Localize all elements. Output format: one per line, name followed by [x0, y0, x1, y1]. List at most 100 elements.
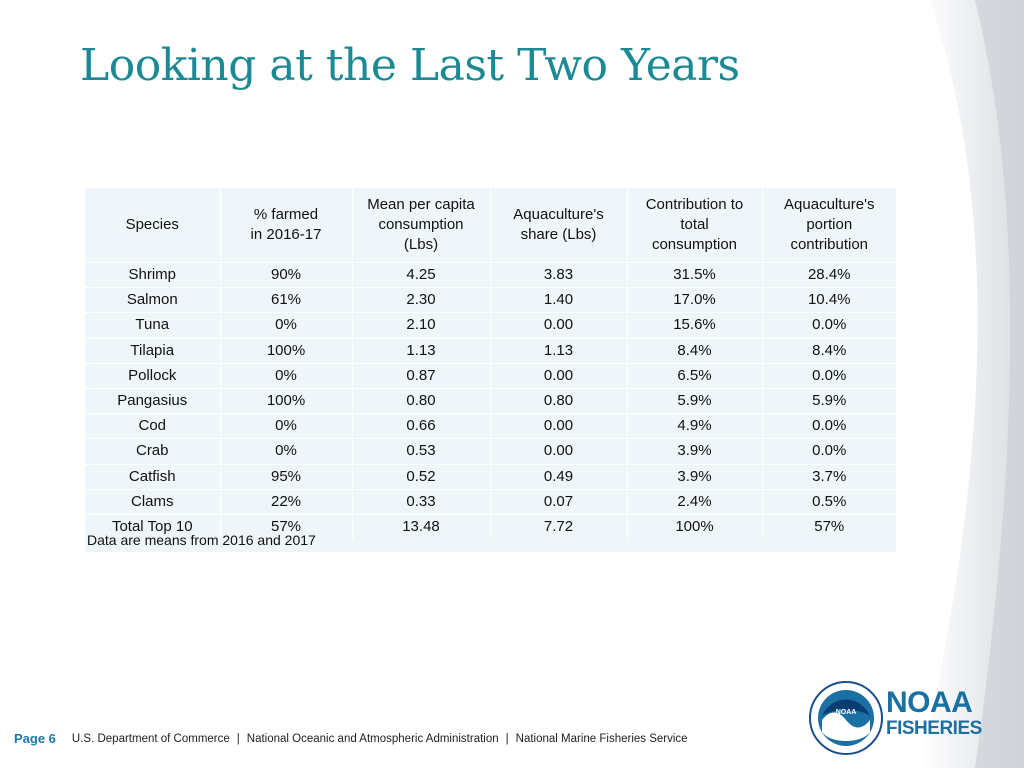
- cell-contribution: 17.0%: [627, 287, 763, 313]
- consumption-table: Species % farmed in 2016-17 Mean per capi…: [85, 188, 896, 540]
- cell-aquaculture-portion: 0.0%: [762, 362, 896, 389]
- cell-contribution: 31.5%: [627, 261, 763, 288]
- footer: Page 6 U.S. Department of Commerce | Nat…: [14, 731, 688, 746]
- brand-fisheries: FISHERIES: [886, 718, 982, 739]
- table-row: Pangasius 100% 0.80 0.80 5.9% 5.9%: [85, 387, 896, 414]
- cell-contribution: 3.9%: [627, 438, 763, 464]
- brand-noaa: NOAA: [886, 686, 973, 719]
- cell-species: Catfish: [85, 463, 221, 490]
- cell-aquaculture-share: 7.72: [490, 513, 628, 540]
- cell-species: Crab: [85, 438, 221, 464]
- cell-percent-farmed: 61%: [220, 287, 353, 313]
- cell-aquaculture-portion: 0.0%: [762, 312, 896, 339]
- svg-text:NOAA: NOAA: [836, 709, 857, 716]
- table-header-row: Species % farmed in 2016-17 Mean per capi…: [85, 188, 896, 263]
- table-row: Tilapia 100% 1.13 1.13 8.4% 8.4%: [85, 337, 896, 364]
- table-row: Clams 22% 0.33 0.07 2.4% 0.5%: [85, 488, 896, 515]
- table-row: Tuna 0% 2.10 0.00 15.6% 0.0%: [85, 312, 896, 339]
- cell-aquaculture-portion: 0.0%: [762, 438, 896, 464]
- cell-contribution: 4.9%: [627, 413, 763, 439]
- cell-percent-farmed: 0%: [220, 362, 353, 389]
- noaa-fisheries-logo: NOAA FISHERIES: [886, 688, 982, 740]
- cell-aquaculture-share: 0.00: [490, 438, 628, 464]
- cell-mean-consumption: 0.87: [352, 362, 491, 389]
- cell-mean-consumption: 13.48: [352, 513, 491, 540]
- cell-mean-consumption: 0.52: [352, 463, 491, 490]
- cell-aquaculture-share: 0.00: [490, 413, 628, 439]
- header-aquaculture-share: Aquaculture's share (Lbs): [490, 188, 628, 263]
- footer-separator: |: [236, 732, 240, 745]
- cell-aquaculture-share: 0.49: [490, 463, 628, 490]
- cell-species: Pangasius: [85, 387, 221, 414]
- cell-percent-farmed: 0%: [220, 438, 353, 464]
- cell-aquaculture-share: 0.80: [490, 387, 628, 414]
- cell-contribution: 15.6%: [627, 312, 763, 339]
- cell-species: Tuna: [85, 312, 221, 339]
- cell-contribution: 5.9%: [627, 387, 763, 414]
- table-row: Catfish 95% 0.52 0.49 3.9% 3.7%: [85, 463, 896, 490]
- cell-mean-consumption: 0.53: [352, 438, 491, 464]
- page-title: Looking at the Last Two Years: [80, 40, 740, 91]
- cell-species: Shrimp: [85, 261, 221, 288]
- cell-aquaculture-share: 1.40: [490, 287, 628, 313]
- cell-percent-farmed: 100%: [220, 337, 353, 364]
- cell-contribution: 3.9%: [627, 463, 763, 490]
- cell-aquaculture-share: 0.00: [490, 362, 628, 389]
- cell-percent-farmed: 0%: [220, 312, 353, 339]
- cell-aquaculture-portion: 57%: [762, 513, 896, 540]
- footer-separator: |: [505, 732, 509, 745]
- cell-mean-consumption: 1.13: [352, 337, 491, 364]
- cell-aquaculture-portion: 10.4%: [762, 287, 896, 313]
- cell-aquaculture-portion: 3.7%: [762, 463, 896, 490]
- cell-species: Clams: [85, 488, 221, 515]
- cell-aquaculture-portion: 0.0%: [762, 413, 896, 439]
- page-number: Page 6: [14, 731, 56, 746]
- cell-aquaculture-share: 0.00: [490, 312, 628, 339]
- header-contribution-total: Contribution to total consumption: [627, 188, 763, 263]
- cell-aquaculture-portion: 5.9%: [762, 387, 896, 414]
- cell-aquaculture-share: 3.83: [490, 261, 628, 288]
- cell-contribution: 2.4%: [627, 488, 763, 515]
- cell-species: Cod: [85, 413, 221, 439]
- cell-mean-consumption: 4.25: [352, 261, 491, 288]
- footer-service: National Marine Fisheries Service: [515, 732, 688, 745]
- table-row: Pollock 0% 0.87 0.00 6.5% 0.0%: [85, 362, 896, 389]
- table-row: Shrimp 90% 4.25 3.83 31.5% 28.4%: [85, 261, 896, 288]
- cell-species: Salmon: [85, 287, 221, 313]
- table-row: Salmon 61% 2.30 1.40 17.0% 10.4%: [85, 287, 896, 313]
- cell-mean-consumption: 2.10: [352, 312, 491, 339]
- cell-percent-farmed: 22%: [220, 488, 353, 515]
- cell-aquaculture-portion: 28.4%: [762, 261, 896, 288]
- cell-percent-farmed: 100%: [220, 387, 353, 414]
- cell-mean-consumption: 0.33: [352, 488, 491, 515]
- table-note: Data are means from 2016 and 2017: [87, 532, 316, 548]
- header-percent-farmed: % farmed in 2016-17: [220, 188, 353, 263]
- cell-contribution: 8.4%: [627, 337, 763, 364]
- cell-percent-farmed: 57%: [220, 513, 353, 540]
- cell-contribution: 100%: [627, 513, 763, 540]
- header-species: Species: [85, 188, 221, 263]
- cell-species: Total Top 10: [85, 513, 221, 540]
- cell-species: Tilapia: [85, 337, 221, 364]
- cell-percent-farmed: 95%: [220, 463, 353, 490]
- cell-mean-consumption: 0.66: [352, 413, 491, 439]
- cell-aquaculture-portion: 0.5%: [762, 488, 896, 515]
- header-aquaculture-portion: Aquaculture's portion contribution: [784, 196, 875, 253]
- consumption-table-panel: Species % farmed in 2016-17 Mean per capi…: [85, 188, 896, 552]
- cell-species: Pollock: [85, 362, 221, 389]
- footer-department: U.S. Department of Commerce: [71, 732, 230, 745]
- table-row: Cod 0% 0.66 0.00 4.9% 0.0%: [85, 413, 896, 439]
- noaa-emblem-icon: NOAA: [809, 681, 883, 755]
- cell-mean-consumption: 0.80: [352, 387, 491, 414]
- cell-aquaculture-share: 1.13: [490, 337, 628, 364]
- cell-contribution: 6.5%: [627, 362, 763, 389]
- cell-percent-farmed: 90%: [220, 261, 353, 288]
- cell-percent-farmed: 0%: [220, 413, 353, 439]
- header-mean-per-capita: Mean per capita consumption (Lbs): [352, 188, 491, 263]
- cell-aquaculture-portion: 8.4%: [762, 337, 896, 364]
- cell-aquaculture-share: 0.07: [490, 488, 628, 515]
- table-row: Crab 0% 0.53 0.00 3.9% 0.0%: [85, 438, 896, 464]
- footer-agency: National Oceanic and Atmospheric Adminis…: [246, 732, 499, 745]
- cell-mean-consumption: 2.30: [352, 287, 491, 313]
- table-row-total: Total Top 10 57% 13.48 7.72 100% 57%: [85, 513, 896, 540]
